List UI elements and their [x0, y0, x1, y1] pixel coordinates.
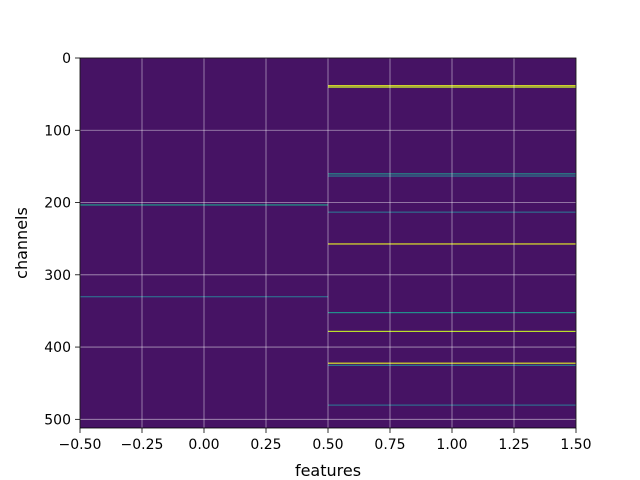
x-tick-label: 0.00 [188, 437, 219, 453]
x-axis: −0.50 −0.25 0.00 0.25 0.50 0.75 1.00 1.25 1.50 [59, 428, 592, 453]
x-tick-label: 0.50 [312, 437, 343, 453]
x-tick-label: 1.00 [436, 437, 467, 453]
x-axis-label: features [295, 461, 361, 480]
x-tick-label: 1.25 [498, 437, 529, 453]
y-axis: 0 100 200 300 400 500 [44, 51, 80, 428]
plot-area [79, 57, 577, 429]
x-tick-label: −0.25 [121, 437, 164, 453]
x-tick-label: 0.25 [250, 437, 281, 453]
x-tick-label: 1.50 [560, 437, 591, 453]
x-tick-label: −0.50 [59, 437, 102, 453]
y-tick-label: 200 [44, 196, 71, 212]
y-tick-label: 100 [44, 123, 71, 139]
y-tick-label: 0 [62, 51, 71, 67]
y-tick-label: 400 [44, 340, 71, 356]
x-tick-label: 0.75 [374, 437, 405, 453]
y-axis-label: channels [12, 207, 31, 279]
y-tick-label: 300 [44, 268, 71, 284]
y-tick-label: 500 [44, 412, 71, 428]
